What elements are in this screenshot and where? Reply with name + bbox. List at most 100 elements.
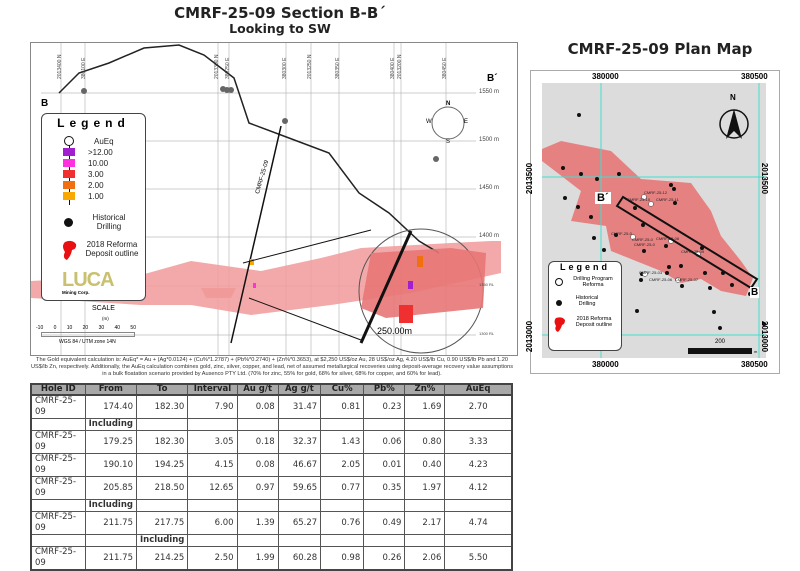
plan-title: CMRF-25-09 Plan Map	[567, 40, 753, 58]
scale-bar	[41, 332, 135, 337]
column-header: Cu%	[320, 383, 365, 396]
x-tick: 380500	[741, 360, 768, 369]
table-cell: 0.08	[236, 394, 279, 419]
topography-line	[58, 44, 440, 254]
table-cell: 3.33	[444, 430, 513, 454]
historical-drill-dot	[579, 172, 583, 176]
table-cell: 0.06	[363, 430, 406, 454]
table-cell: 1.99	[236, 546, 279, 571]
table-cell: 4.74	[444, 511, 513, 535]
historical-drill-dot	[672, 187, 676, 191]
table-cell: 214.25	[135, 546, 189, 571]
hole-label: CMRF-25-0	[632, 237, 653, 242]
table-cell: 46.67	[277, 453, 322, 477]
grid-label: 380100 E	[81, 57, 87, 79]
table-row: CMRF-25-09 174.40 182.30 7.90 0.08 31.47 0.81 0…	[30, 394, 513, 419]
aueq-interval	[399, 305, 413, 323]
table-cell: 2.06	[404, 546, 446, 571]
elevation-label: 1400 m	[479, 233, 500, 239]
deposit-icon	[63, 240, 77, 260]
scale-title: SCALE	[91, 305, 116, 312]
table-cell: 1.69	[404, 394, 446, 419]
table-cell: 7.90	[187, 394, 238, 419]
empty-cell	[277, 418, 322, 431]
table-cell: 218.50	[135, 476, 189, 500]
historical-drill-dot	[561, 166, 565, 170]
aueq-interval	[408, 281, 413, 289]
table-cell: 0.35	[363, 476, 406, 500]
hole-label: CMRF-25-07	[675, 277, 699, 282]
grid-label: 380400 E	[390, 57, 396, 79]
drillhole-zoom	[359, 230, 413, 344]
grid-label: 2013400 N	[57, 54, 63, 79]
hole-label: CMRF-25-06	[649, 277, 673, 282]
empty-cell	[30, 499, 86, 512]
table-cell: 65.27	[277, 511, 322, 535]
compass-icon	[431, 106, 465, 140]
depth-label: 250.00m	[377, 326, 413, 336]
table-cell: 0.77	[320, 476, 365, 500]
table-cell: CMRF-25-09	[30, 511, 86, 535]
empty-cell	[404, 499, 446, 512]
historical-drill-dot	[576, 205, 580, 209]
plan-legend: Legend Drilling Program Reforma Historic…	[548, 261, 622, 351]
section-end-b: B	[41, 98, 49, 109]
hole-label: CMRF-25-08	[656, 236, 680, 241]
x-tick: 380500	[741, 72, 768, 81]
scale-tick: 0	[53, 325, 57, 331]
historical-drill-dot	[595, 177, 599, 181]
empty-cell	[277, 534, 322, 547]
grid-label: 380450 E	[442, 57, 448, 79]
column-header: To	[135, 383, 189, 396]
historical-drill-dot	[639, 278, 643, 282]
y-tick: 2013000	[760, 320, 770, 353]
historical-drill-dot	[617, 172, 621, 176]
hole-label: CMRF-25-0	[611, 231, 632, 236]
table-row: CMRF-25-09 211.75 214.25 2.50 1.99 60.28 0.98 0…	[30, 546, 513, 571]
scale-tick: 40	[114, 325, 121, 331]
table-cell: 2.17	[404, 511, 446, 535]
including-label: Including	[84, 499, 137, 512]
table-cell: 5.50	[444, 546, 513, 571]
historical-label: Historical Drilling	[92, 213, 126, 231]
north-label: N	[730, 93, 736, 102]
including-row: Including	[30, 534, 513, 547]
table-cell: 12.65	[187, 476, 238, 500]
scale-unit: (m)	[102, 316, 109, 321]
aueq-swatch	[63, 170, 75, 178]
aueq-label: AuEq	[94, 137, 114, 146]
section-subtitle: Looking to SW	[229, 21, 331, 36]
table-header: Hole ID From To Interval Au g/t Ag g/t Cu% Pb% Z…	[30, 383, 513, 396]
table-cell: 211.75	[84, 511, 137, 535]
table-cell: 211.75	[84, 546, 137, 571]
aueq-class-label: 2.00	[88, 181, 104, 190]
table-cell: 0.80	[404, 430, 446, 454]
assay-table: Hole ID From To Interval Au g/t Ag g/t Cu% Pb% Z…	[30, 383, 513, 571]
aueq-swatch	[63, 181, 75, 189]
compass-e: E	[464, 119, 469, 125]
historical-drill-dot	[665, 271, 669, 275]
table-cell: 3.05	[187, 430, 238, 454]
legend-title: Legend	[559, 262, 610, 272]
table-cell: 190.10	[84, 453, 137, 477]
deposit-label: 2018 Reforma Deposit outline	[575, 316, 613, 328]
historical-drill-dot	[762, 322, 766, 326]
compass-w: W	[426, 119, 432, 125]
plan-map: 380000 380500 380000 380500 2013500 2013…	[525, 70, 780, 374]
table-cell: CMRF-25-09	[30, 476, 86, 500]
historical-drill-dot	[664, 244, 668, 248]
column-header: Zn%	[404, 383, 446, 396]
hole-label: CMRF-25-10	[627, 197, 651, 202]
scale-crs: WGS 84 / UTM zone 14N	[59, 339, 116, 345]
table-cell: 217.75	[135, 511, 189, 535]
empty-cell	[320, 499, 365, 512]
y-tick: 2013000	[525, 320, 535, 353]
empty-cell	[236, 499, 279, 512]
table-cell: CMRF-25-09	[30, 394, 86, 419]
historical-drill-dot	[673, 201, 677, 205]
empty-cell	[404, 534, 446, 547]
table-cell: 2.50	[187, 546, 238, 571]
column-header: Hole ID	[30, 383, 86, 396]
table-cell: CMRF-25-09	[30, 453, 86, 477]
deposit-icon	[554, 317, 565, 332]
